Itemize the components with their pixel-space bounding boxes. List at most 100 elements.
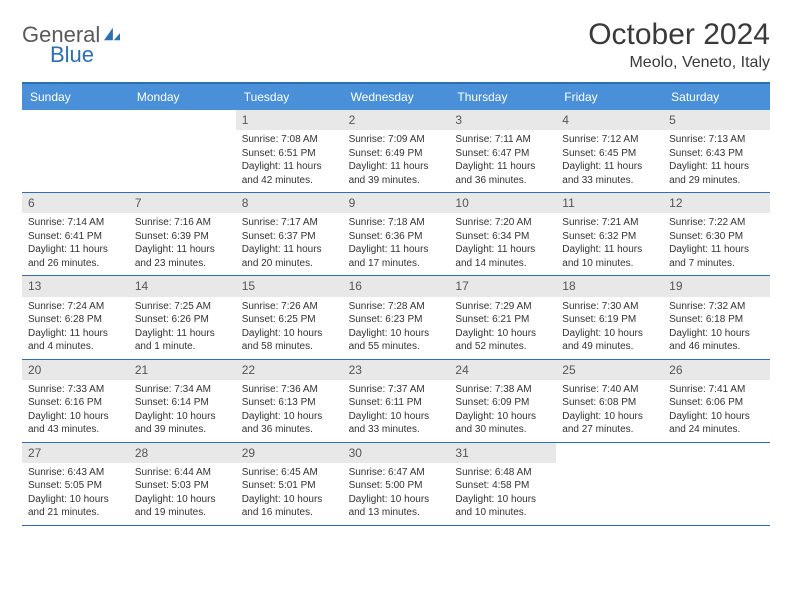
day-number: 21 <box>129 360 236 380</box>
day-header-monday: Monday <box>129 84 236 110</box>
title-block: October 2024 Meolo, Veneto, Italy <box>588 18 770 72</box>
daylight-line: Daylight: 10 hours and 10 minutes. <box>455 493 550 520</box>
empty-cell <box>663 443 770 525</box>
day-cell: 24Sunrise: 7:38 AMSunset: 6:09 PMDayligh… <box>449 360 556 442</box>
sunset-line: Sunset: 6:13 PM <box>242 396 337 410</box>
day-number: 4 <box>556 110 663 130</box>
day-cell: 2Sunrise: 7:09 AMSunset: 6:49 PMDaylight… <box>343 110 450 192</box>
daylight-line: Daylight: 10 hours and 58 minutes. <box>242 327 337 354</box>
daylight-line: Daylight: 11 hours and 23 minutes. <box>135 243 230 270</box>
sunrise-line: Sunrise: 6:43 AM <box>28 466 123 480</box>
day-details: Sunrise: 7:37 AMSunset: 6:11 PMDaylight:… <box>343 380 450 442</box>
day-cell: 28Sunrise: 6:44 AMSunset: 5:03 PMDayligh… <box>129 443 236 525</box>
daylight-line: Daylight: 10 hours and 13 minutes. <box>349 493 444 520</box>
day-cell: 15Sunrise: 7:26 AMSunset: 6:25 PMDayligh… <box>236 276 343 358</box>
day-details: Sunrise: 7:24 AMSunset: 6:28 PMDaylight:… <box>22 297 129 359</box>
week-row: 1 Sunrise: 7:08 AMSunset: 6:51 PM Daylight… <box>22 110 770 193</box>
day-cell: 19Sunrise: 7:32 AMSunset: 6:18 PMDayligh… <box>663 276 770 358</box>
sunset-line: Sunset: 6:47 PM <box>455 147 550 161</box>
sunset-line: Sunset: 6:34 PM <box>455 230 550 244</box>
daylight-line: Daylight: 10 hours and 46 minutes. <box>669 327 764 354</box>
sunrise-line: Sunrise: 7:36 AM <box>242 383 337 397</box>
day-details: Sunrise: 6:43 AMSunset: 5:05 PMDaylight:… <box>22 463 129 525</box>
day-cell: 29Sunrise: 6:45 AMSunset: 5:01 PMDayligh… <box>236 443 343 525</box>
day-number: 1 <box>236 110 343 130</box>
day-cell: 6Sunrise: 7:14 AMSunset: 6:41 PMDaylight… <box>22 193 129 275</box>
sunrise-line: Sunrise: 7:37 AM <box>349 383 444 397</box>
day-details: Sunrise: 7:20 AMSunset: 6:34 PMDaylight:… <box>449 213 556 275</box>
day-cell: 9Sunrise: 7:18 AMSunset: 6:36 PMDaylight… <box>343 193 450 275</box>
sunrise-line: Sunrise: 7:12 AM <box>562 133 657 147</box>
sunrise-line: Sunrise: 7:13 AM <box>669 133 764 147</box>
sunset-line: Sunset: 6:19 PM <box>562 313 657 327</box>
daylight-line: Daylight: 11 hours and 39 minutes. <box>349 160 444 187</box>
day-number: 16 <box>343 276 450 296</box>
sunrise-line: Sunrise: 7:21 AM <box>562 216 657 230</box>
day-number: 8 <box>236 193 343 213</box>
day-details: Sunrise: 6:44 AMSunset: 5:03 PMDaylight:… <box>129 463 236 525</box>
day-details: Sunrise: 7:33 AMSunset: 6:16 PMDaylight:… <box>22 380 129 442</box>
day-number: 30 <box>343 443 450 463</box>
day-details: Sunrise: 7:11 AMSunset: 6:47 PMDaylight:… <box>449 130 556 192</box>
sunset-line: Sunset: 6:36 PM <box>349 230 444 244</box>
day-number: 28 <box>129 443 236 463</box>
day-details: Sunrise: 7:25 AMSunset: 6:26 PMDaylight:… <box>129 297 236 359</box>
day-cell: 27Sunrise: 6:43 AMSunset: 5:05 PMDayligh… <box>22 443 129 525</box>
daylight-line: Daylight: 10 hours and 49 minutes. <box>562 327 657 354</box>
day-number: 11 <box>556 193 663 213</box>
daylight-line: Daylight: 10 hours and 30 minutes. <box>455 410 550 437</box>
daylight-line: Daylight: 10 hours and 16 minutes. <box>242 493 337 520</box>
day-cell: 10Sunrise: 7:20 AMSunset: 6:34 PMDayligh… <box>449 193 556 275</box>
daylight-line: Daylight: 11 hours and 14 minutes. <box>455 243 550 270</box>
day-number: 13 <box>22 276 129 296</box>
day-details: Sunrise: 7:13 AMSunset: 6:43 PMDaylight:… <box>663 130 770 192</box>
logo-text-2: Blue <box>50 44 122 66</box>
sunrise-line: Sunrise: 7:41 AM <box>669 383 764 397</box>
day-details: Sunrise: 7:21 AMSunset: 6:32 PMDaylight:… <box>556 213 663 275</box>
daylight-line: Daylight: 11 hours and 36 minutes. <box>455 160 550 187</box>
sunset-line: Sunset: 6:25 PM <box>242 313 337 327</box>
sunset-line: Sunset: 6:39 PM <box>135 230 230 244</box>
calendar: SundayMondayTuesdayWednesdayThursdayFrid… <box>22 82 770 526</box>
day-header-wednesday: Wednesday <box>343 84 450 110</box>
sunset-line: Sunset: 6:09 PM <box>455 396 550 410</box>
daylight-line: Daylight: 10 hours and 33 minutes. <box>349 410 444 437</box>
sunrise-line: Sunrise: 7:38 AM <box>455 383 550 397</box>
day-cell: 31Sunrise: 6:48 AMSunset: 4:58 PMDayligh… <box>449 443 556 525</box>
daylight-line: Daylight: 10 hours and 21 minutes. <box>28 493 123 520</box>
sunrise-line: Sunrise: 7:16 AM <box>135 216 230 230</box>
sunset-line: Sunset: 6:28 PM <box>28 313 123 327</box>
day-cell: 20Sunrise: 7:33 AMSunset: 6:16 PMDayligh… <box>22 360 129 442</box>
sunrise-line: Sunrise: 7:08 AM <box>242 133 337 147</box>
sunset-line: Sunset: 5:00 PM <box>349 479 444 493</box>
sunset-line: Sunset: 6:14 PM <box>135 396 230 410</box>
day-number: 17 <box>449 276 556 296</box>
sunset-line: Sunset: 6:32 PM <box>562 230 657 244</box>
day-cell: 23Sunrise: 7:37 AMSunset: 6:11 PMDayligh… <box>343 360 450 442</box>
day-number: 14 <box>129 276 236 296</box>
sunrise-line: Sunrise: 7:17 AM <box>242 216 337 230</box>
day-number: 19 <box>663 276 770 296</box>
day-cell: 17Sunrise: 7:29 AMSunset: 6:21 PMDayligh… <box>449 276 556 358</box>
day-cell: 14Sunrise: 7:25 AMSunset: 6:26 PMDayligh… <box>129 276 236 358</box>
sunset-line: Sunset: 5:05 PM <box>28 479 123 493</box>
day-details: Sunrise: 7:41 AMSunset: 6:06 PMDaylight:… <box>663 380 770 442</box>
day-cell: 4Sunrise: 7:12 AMSunset: 6:45 PMDaylight… <box>556 110 663 192</box>
sunrise-line: Sunrise: 7:11 AM <box>455 133 550 147</box>
day-details: Sunrise: 7:29 AMSunset: 6:21 PMDaylight:… <box>449 297 556 359</box>
day-details: Sunrise: 6:48 AMSunset: 4:58 PMDaylight:… <box>449 463 556 525</box>
location: Meolo, Veneto, Italy <box>588 54 770 72</box>
daylight-line: Daylight: 11 hours and 26 minutes. <box>28 243 123 270</box>
daylight-line: Daylight: 10 hours and 55 minutes. <box>349 327 444 354</box>
day-details: Sunrise: 7:34 AMSunset: 6:14 PMDaylight:… <box>129 380 236 442</box>
sunrise-line: Sunrise: 6:45 AM <box>242 466 337 480</box>
day-cell: 1Sunrise: 7:08 AMSunset: 6:51 PMDaylight… <box>236 110 343 192</box>
day-details: Sunrise: 7:09 AMSunset: 6:49 PMDaylight:… <box>343 130 450 192</box>
sunset-line: Sunset: 6:51 PM <box>242 147 337 161</box>
sunset-line: Sunset: 6:18 PM <box>669 313 764 327</box>
sunset-line: Sunset: 6:06 PM <box>669 396 764 410</box>
day-cell: 30Sunrise: 6:47 AMSunset: 5:00 PMDayligh… <box>343 443 450 525</box>
day-cell: 25Sunrise: 7:40 AMSunset: 6:08 PMDayligh… <box>556 360 663 442</box>
logo-sail-icon <box>102 24 122 46</box>
sunset-line: Sunset: 6:43 PM <box>669 147 764 161</box>
